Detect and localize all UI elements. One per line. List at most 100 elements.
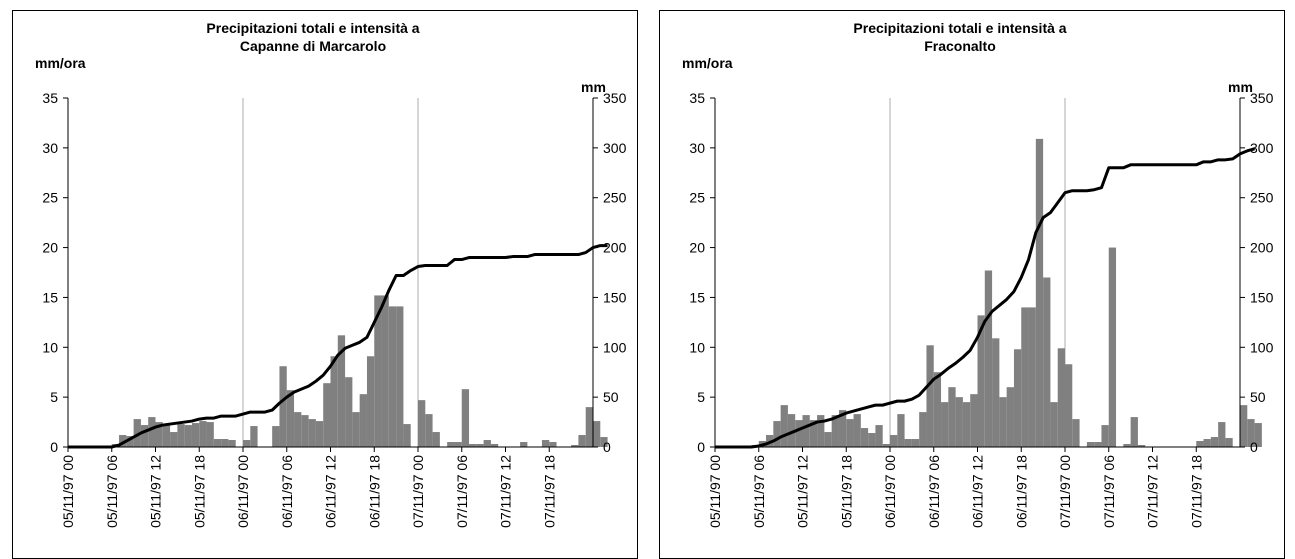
intensity-bar <box>1050 402 1058 447</box>
intensity-bar <box>177 424 185 447</box>
intensity-bar <box>323 383 331 447</box>
left-tick-label: 10 <box>42 339 58 355</box>
right-tick-label: 100 <box>603 339 627 355</box>
right-tick-label: 100 <box>1250 339 1274 355</box>
intensity-bar <box>228 440 236 447</box>
intensity-bar <box>294 412 302 447</box>
x-tick-label: 07/11/97 12 <box>498 455 514 528</box>
intensity-bar <box>170 432 178 447</box>
chart-panel-capanne: Precipitazioni totali e intensità a Capan… <box>12 10 638 559</box>
intensity-bar <box>904 439 912 447</box>
intensity-bar <box>1013 349 1022 447</box>
intensity-bar <box>1137 445 1146 447</box>
intensity-bar <box>585 407 593 447</box>
chart-title-line-2: Capanne di Marcarolo <box>240 38 386 54</box>
x-tick-label: 05/11/97 18 <box>191 455 207 528</box>
right-tick-label: 300 <box>603 140 627 156</box>
intensity-bar <box>919 412 927 447</box>
right-tick-label: 350 <box>603 90 627 106</box>
intensity-bar <box>490 444 499 447</box>
intensity-bar <box>461 389 470 447</box>
left-tick-label: 25 <box>689 190 705 206</box>
intensity-bar <box>795 420 803 447</box>
x-tick-label: 06/11/97 00 <box>235 455 251 528</box>
intensity-bar <box>1065 364 1073 447</box>
intensity-bar <box>1247 419 1255 447</box>
intensity-bar <box>1086 442 1095 447</box>
intensity-bar <box>1072 419 1080 447</box>
x-tick-label: 05/11/97 18 <box>838 455 854 528</box>
right-tick-label: 0 <box>1250 439 1258 455</box>
intensity-bar <box>126 436 134 447</box>
intensity-bar <box>571 445 579 447</box>
intensity-bar <box>272 426 280 447</box>
intensity-bar <box>831 415 839 447</box>
intensity-bar <box>992 338 1000 447</box>
intensity-bar <box>162 424 171 447</box>
cumulative-precipitation-line <box>715 147 1255 449</box>
intensity-bar <box>1203 439 1211 447</box>
intensity-bar <box>1021 307 1029 447</box>
left-tick-label: 20 <box>689 240 705 256</box>
x-tick-label: 07/11/97 06 <box>1101 455 1117 528</box>
intensity-bar <box>875 425 883 447</box>
intensity-bar <box>970 394 978 447</box>
left-tick-label: 15 <box>42 289 58 305</box>
intensity-bar <box>315 421 324 447</box>
intensity-bar <box>374 295 382 447</box>
x-tick-label: 07/11/97 18 <box>1188 455 1204 528</box>
intensity-bar <box>984 270 993 447</box>
intensity-bar <box>425 414 433 447</box>
intensity-bar <box>279 366 287 447</box>
intensity-bar <box>184 425 192 447</box>
intensity-bar <box>1240 405 1248 447</box>
x-tick-label: 06/11/97 18 <box>1013 455 1029 528</box>
intensity-bar <box>1130 417 1138 447</box>
right-tick-label: 250 <box>1250 190 1274 206</box>
x-tick-label: 07/11/97 06 <box>454 455 470 528</box>
intensity-bar <box>853 414 861 447</box>
intensity-bar <box>897 414 905 447</box>
intensity-bar <box>301 415 309 447</box>
chart-title-line-1: Precipitazioni totali e intensità a <box>206 20 419 36</box>
intensity-bar <box>308 419 316 447</box>
intensity-bar <box>286 390 295 447</box>
x-tick-label: 05/11/97 00 <box>60 455 76 528</box>
intensity-bar <box>549 442 557 447</box>
intensity-bar <box>1043 277 1051 447</box>
right-tick-label: 300 <box>1250 140 1274 156</box>
x-tick-label: 05/11/97 00 <box>707 455 723 528</box>
intensity-bar <box>1218 422 1226 447</box>
intensity-bar <box>868 433 876 447</box>
right-tick-label: 150 <box>603 289 627 305</box>
intensity-bar <box>1210 437 1219 447</box>
intensity-bar <box>824 432 832 447</box>
right-axis-unit-label: mm <box>581 79 606 95</box>
intensity-bar <box>345 377 353 447</box>
chart-title-line-1: Precipitazioni totali e intensità a <box>853 20 1066 36</box>
x-tick-label: 06/11/97 18 <box>366 455 382 528</box>
intensity-bar <box>366 356 375 447</box>
intensity-bar <box>846 419 854 447</box>
intensity-bar <box>1196 441 1204 447</box>
intensity-bar <box>890 435 898 447</box>
intensity-bar <box>1028 307 1036 447</box>
left-tick-label: 25 <box>42 190 58 206</box>
intensity-bar <box>1108 247 1117 447</box>
x-tick-label: 05/11/97 06 <box>104 455 120 528</box>
left-axis-unit-label: mm/ora <box>682 55 733 71</box>
intensity-bar <box>206 422 214 447</box>
intensity-bar <box>802 415 810 447</box>
intensity-bar <box>933 372 942 447</box>
intensity-bar <box>1057 348 1065 447</box>
intensity-bar <box>381 295 389 447</box>
intensity-bar <box>243 440 251 447</box>
intensity-bar <box>860 428 869 447</box>
intensity-bar <box>948 387 956 447</box>
left-tick-label: 30 <box>689 140 705 156</box>
right-tick-label: 350 <box>1250 90 1274 106</box>
left-tick-label: 20 <box>42 240 58 256</box>
precipitation-chart-fraconalto: Precipitazioni totali e intensità a Fraco… <box>682 20 1274 528</box>
intensity-bar <box>250 426 258 447</box>
intensity-bar <box>882 444 890 447</box>
